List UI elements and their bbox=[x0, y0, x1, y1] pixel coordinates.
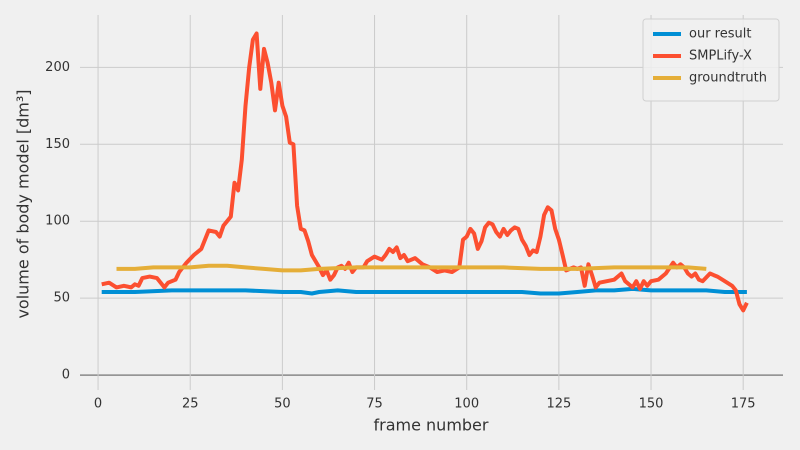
x-tick-label: 75 bbox=[366, 397, 383, 412]
data-line bbox=[116, 263, 707, 273]
y-axis-label: volume of body model [dm³] bbox=[14, 89, 33, 318]
legend-box bbox=[642, 18, 780, 102]
x-tick-label: 0 bbox=[94, 397, 102, 412]
data-line bbox=[101, 286, 747, 296]
x-tick-label: 175 bbox=[731, 397, 756, 412]
x-tick-label: 50 bbox=[274, 397, 291, 412]
data-line bbox=[101, 31, 749, 313]
legend-label: our result bbox=[689, 27, 751, 42]
x-tick-label: 25 bbox=[182, 397, 199, 412]
y-tick-label: 200 bbox=[45, 60, 70, 75]
y-tick-label: 0 bbox=[62, 368, 70, 383]
y-tick-label: 150 bbox=[45, 137, 70, 152]
x-tick-label: 125 bbox=[546, 397, 571, 412]
y-tick-label: 50 bbox=[53, 291, 70, 306]
x-tick-label: 150 bbox=[639, 397, 664, 412]
legend-label: groundtruth bbox=[689, 71, 767, 86]
y-tick-label: 100 bbox=[45, 214, 70, 229]
x-tick-label: 100 bbox=[454, 397, 479, 412]
x-axis-label: frame number bbox=[374, 416, 489, 435]
legend-label: SMPLify-X bbox=[689, 49, 752, 64]
